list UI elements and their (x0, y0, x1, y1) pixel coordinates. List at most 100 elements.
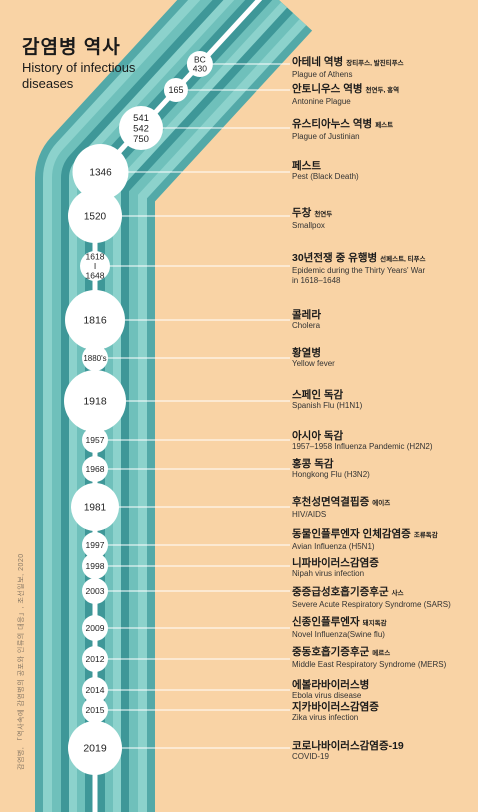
event-note: 조류독감 (413, 532, 438, 539)
event-name-en: Spanish Flu (H1N1) (292, 401, 363, 410)
event-label: 황열병 Yellow fever (292, 347, 472, 369)
event-name-en: Smallpox (292, 221, 325, 230)
event-name-en: Epidemic during the Thirty Years' War in… (292, 266, 426, 285)
timeline-node (64, 370, 126, 432)
event-label: 안토니우스 역병 천연두, 홍역 Antonine Plague (292, 83, 472, 107)
event-label: 중증급성호흡기증후군 사스 Severe Acute Respiratory Syn… (292, 586, 472, 610)
event-name-ko: 지카바이러스감염증 (292, 701, 472, 713)
node-year-label: 2014 (86, 685, 105, 695)
event-name-en: COVID-19 (292, 752, 329, 761)
event-name-ko: 중동호흡기증후군 메르스 (292, 646, 472, 660)
event-label: 홍콩 독감 Hongkong Flu (H3N2) (292, 458, 472, 480)
event-note: 선페스트, 티푸스 (380, 256, 426, 263)
event-name-ko-text: 아시아 독감 (292, 430, 344, 442)
event-note: 천연두, 홍역 (365, 87, 400, 94)
event-name-ko-text: 콜레라 (292, 309, 321, 321)
event-label: 지카바이러스감염증 Zika virus infection (292, 701, 472, 723)
event-name-ko: 코로나바이러스감염증-19 (292, 740, 472, 752)
timeline-node (82, 456, 108, 482)
event-note: 페스트 (375, 122, 394, 129)
event-label: 에볼라바이러스병 Ebola virus disease (292, 679, 472, 701)
event-name-ko: 페스트 (292, 160, 472, 172)
node-year-label: 1520 (84, 212, 107, 223)
event-name-ko-text: 니파바이러스감염증 (292, 557, 379, 569)
event-name-ko: 니파바이러스감염증 (292, 557, 472, 569)
node-year-label: 1957 (86, 435, 105, 445)
event-name-en: Pest (Black Death) (292, 172, 359, 181)
node-year-label: 1997 (86, 540, 105, 550)
timeline-node (82, 345, 108, 371)
node-year-label: 541 542 750 (133, 113, 149, 145)
event-name-en: Ebola virus disease (292, 691, 362, 700)
event-name-ko: 후천성면역결핍증 에이즈 (292, 496, 472, 510)
event-name-en: HIV/AIDS (292, 510, 327, 519)
event-note: 메르스 (372, 650, 391, 657)
event-note: 사스 (391, 590, 404, 597)
event-note: 에이즈 (372, 500, 391, 507)
event-name-ko: 30년전쟁 중 유행병 선페스트, 티푸스 (292, 252, 472, 266)
event-name-ko: 홍콩 독감 (292, 458, 472, 470)
node-year-label: 2009 (86, 623, 105, 633)
timeline-node (68, 189, 122, 243)
event-name-ko-text: 중증급성호흡기증후군 (292, 586, 389, 598)
event-name-ko-text: 30년전쟁 중 유행병 (292, 252, 378, 264)
event-label: 후천성면역결핍증 에이즈 HIV/AIDS (292, 496, 472, 520)
timeline-node (119, 106, 163, 150)
event-name-en: Plague of Justinian (292, 132, 360, 141)
event-name-ko: 안토니우스 역병 천연두, 홍역 (292, 83, 472, 97)
event-name-ko-text: 지카바이러스감염증 (292, 701, 379, 713)
timeline-node (82, 532, 108, 558)
event-name-en: Plague of Athens (292, 70, 353, 79)
event-name-ko: 동물인플루엔자 인체감염증 조류독감 (292, 528, 472, 542)
event-label: 콜레라 Cholera (292, 309, 472, 331)
timeline-node (82, 615, 108, 641)
node-year-label: 1816 (83, 315, 107, 327)
event-label: 중동호흡기증후군 메르스 Middle East Respiratory Syndr… (292, 646, 472, 670)
node-year-label: 1968 (86, 464, 105, 474)
timeline-node (72, 144, 129, 200)
timeline-node (68, 721, 122, 775)
node-year-label: 2012 (86, 654, 105, 664)
source-credit: 감염병, 「역사속에 감염병의 공포와 인류의 대응」, 조선일보, 2020 (18, 553, 25, 770)
event-name-ko-text: 홍콩 독감 (292, 458, 334, 470)
event-label: 동물인플루엔자 인체감염증 조류독감 Avian Influenza (H5N1) (292, 528, 472, 552)
event-name-ko: 중증급성호흡기증후군 사스 (292, 586, 472, 600)
timeline-node (82, 578, 108, 604)
event-name-en: Zika virus infection (292, 713, 359, 722)
page-subtitle: History of infectious diseases (22, 60, 136, 91)
node-year-label: 1998 (86, 561, 105, 571)
timeline-node (82, 427, 108, 453)
event-name-ko: 콜레라 (292, 309, 472, 321)
event-label: 유스티아누스 역병 페스트 Plague of Justinian (292, 118, 472, 142)
node-year-label: 1880's (83, 354, 106, 363)
node-year-label: 165 (168, 85, 183, 95)
timeline-node (82, 697, 108, 723)
event-name-en: Avian Influenza (H5N1) (292, 542, 375, 551)
event-name-ko: 두창 천연두 (292, 207, 472, 221)
event-name-ko: 에볼라바이러스병 (292, 679, 472, 691)
event-name-en: Severe Acute Respiratory Syndrome (SARS) (292, 600, 451, 609)
node-year-label: 1618 I 1648 (86, 252, 105, 281)
timeline-node (71, 483, 119, 531)
event-name-en: Nipah virus infection (292, 569, 365, 578)
node-year-label: 1918 (83, 396, 107, 408)
event-label: 페스트 Pest (Black Death) (292, 160, 472, 182)
event-name-ko: 아테네 역병 장티푸스, 발진티푸스 (292, 56, 472, 70)
event-label: 30년전쟁 중 유행병 선페스트, 티푸스 Epidemic during the … (292, 252, 472, 286)
event-note: 천연두 (314, 211, 333, 218)
event-label: 두창 천연두 Smallpox (292, 207, 472, 231)
event-name-ko-text: 중동호흡기증후군 (292, 646, 370, 658)
timeline-node (80, 251, 110, 281)
event-name-ko-text: 스페인 독감 (292, 389, 344, 401)
event-name-en: Hongkong Flu (H3N2) (292, 470, 370, 479)
event-name-ko-text: 페스트 (292, 160, 321, 172)
event-name-ko-text: 신종인플루엔자 (292, 616, 360, 628)
event-name-ko-text: 후천성면역결핍증 (292, 496, 370, 508)
node-year-label: 1346 (89, 168, 112, 179)
node-year-label: 2015 (86, 705, 105, 715)
event-name-ko-text: 안토니우스 역병 (292, 83, 363, 95)
event-label: 스페인 독감 Spanish Flu (H1N1) (292, 389, 472, 411)
event-name-ko: 아시아 독감 (292, 430, 472, 442)
event-name-ko-text: 황열병 (292, 347, 321, 359)
